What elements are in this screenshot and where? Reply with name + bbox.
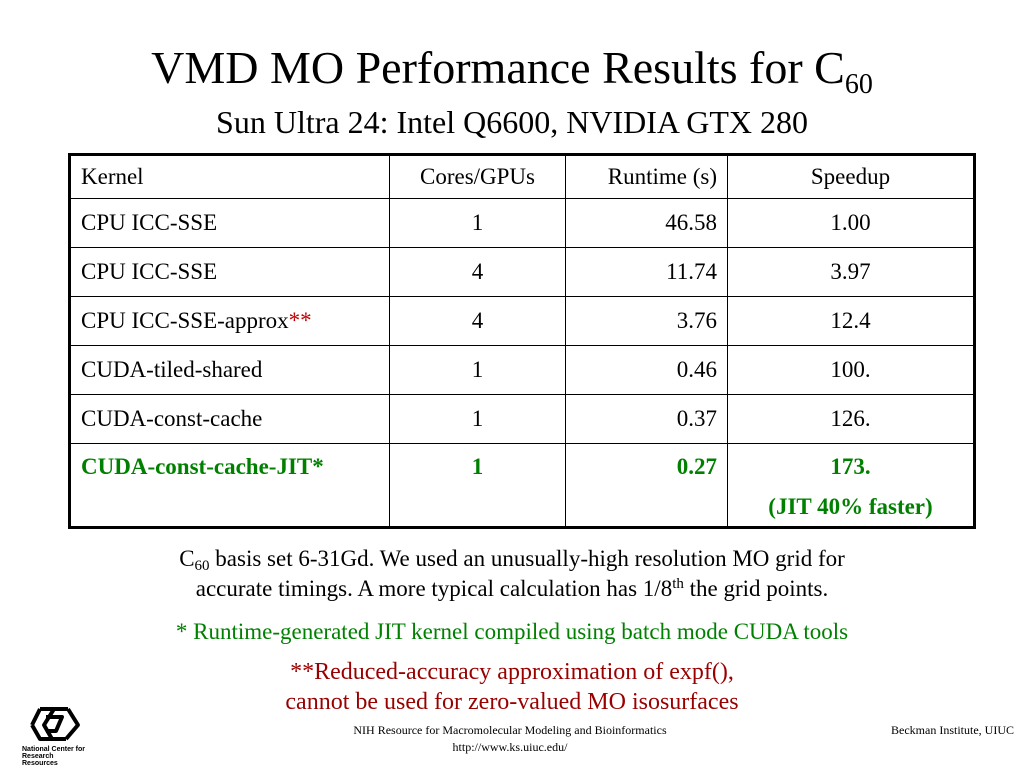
cores-cell: 4 — [389, 247, 566, 297]
approx-note: **Reduced-accuracy approximation of expf… — [0, 657, 1024, 717]
table-row: CUDA-tiled-shared 1 0.46 100. — [69, 345, 975, 395]
approx-mark: ** — [288, 308, 312, 333]
table-header-row: Kernel Cores/GPUs Runtime (s) Speedup — [69, 154, 975, 199]
ncrr-logo-text: National Center for Research Resources — [22, 746, 86, 767]
basis-line1-text: basis set 6-31Gd. We used an unusually-h… — [209, 546, 845, 571]
speedup-value: 173. — [830, 454, 871, 479]
speedup-cell: 1.00 — [727, 198, 975, 248]
performance-table: Kernel Cores/GPUs Runtime (s) Speedup CP… — [68, 153, 976, 529]
jit-note: * Runtime-generated JIT kernel compiled … — [175, 619, 849, 644]
cores-cell: 1 — [389, 443, 566, 528]
basis-superscript: th — [672, 576, 684, 592]
table-row-highlight: CUDA-const-cache-JIT* 1 0.27 173. (JIT 40… — [69, 443, 975, 528]
footer-institute: Beckman Institute, UIUC — [891, 723, 1014, 737]
basis-note-line2: accurate timings. A more typical calcula… — [0, 574, 1024, 604]
kernel-cell: CUDA-tiled-shared — [69, 345, 390, 395]
kernel-cell: CPU ICC-SSE — [69, 247, 390, 297]
header-speedup: Speedup — [727, 154, 975, 199]
approx-note-line1: **Reduced-accuracy approximation of expf… — [290, 659, 734, 685]
runtime-cell: 46.58 — [565, 198, 728, 248]
footer-url[interactable]: http://www.ks.uiuc.edu/ — [452, 740, 568, 754]
header-cores-gpus: Cores/GPUs — [389, 154, 566, 199]
basis-note-line1: C60 basis set 6-31Gd. We used an unusual… — [0, 544, 1024, 574]
logo-text-line2: Research Resources — [22, 753, 58, 767]
header-runtime: Runtime (s) — [565, 154, 728, 199]
slide-subtitle: Sun Ultra 24: Intel Q6600, NVIDIA GTX 28… — [216, 104, 808, 140]
slide-title: VMD MO Performance Results for C60 — [0, 40, 1024, 99]
header-kernel: Kernel — [69, 154, 390, 199]
cores-cell: 1 — [389, 198, 566, 248]
kernel-name: CUDA-const-cache — [81, 406, 263, 431]
speedup-cell: 100. — [727, 345, 975, 395]
ncrr-logo-icon — [30, 707, 80, 741]
speedup-cell: 12.4 — [727, 296, 975, 346]
kernel-cell: CUDA-const-cache-JIT* — [69, 443, 390, 528]
slide-title-text: VMD MO Performance Results for C — [151, 42, 845, 93]
footer-resource-name: NIH Resource for Macromolecular Modeling… — [353, 723, 667, 737]
approx-note-line2: cannot be used for zero-valued MO isosur… — [285, 689, 739, 715]
kernel-name: CUDA-tiled-shared — [81, 357, 263, 382]
speedup-cell: 3.97 — [727, 247, 975, 297]
runtime-cell: 11.74 — [565, 247, 728, 297]
kernel-name: CPU ICC-SSE-approx — [81, 308, 289, 333]
runtime-cell: 3.76 — [565, 296, 728, 346]
runtime-cell: 0.27 — [565, 443, 728, 528]
kernel-name: CUDA-const-cache-JIT* — [81, 454, 324, 479]
kernel-name: CPU ICC-SSE — [81, 259, 218, 284]
logo-text-line1: National Center for — [22, 746, 86, 753]
cores-cell: 4 — [389, 296, 566, 346]
kernel-cell: CPU ICC-SSE-approx** — [69, 296, 390, 346]
cores-cell: 1 — [389, 394, 566, 444]
runtime-cell: 0.46 — [565, 345, 728, 395]
footer-center: NIH Resource for Macromolecular Modeling… — [260, 722, 760, 756]
cores-cell: 1 — [389, 345, 566, 395]
jit-speed-note: (JIT 40% faster) — [768, 494, 933, 519]
table-row: CPU ICC-SSE 4 11.74 3.97 — [69, 247, 975, 297]
basis-line2a-text: accurate timings. A more typical calcula… — [195, 576, 673, 601]
table-row: CUDA-const-cache 1 0.37 126. — [69, 394, 975, 444]
basis-c: C — [179, 546, 195, 571]
basis-set-note: C60 basis set 6-31Gd. We used an unusual… — [0, 544, 1024, 604]
basis-line2b-text: the grid points. — [683, 576, 829, 601]
kernel-cell: CPU ICC-SSE — [69, 198, 390, 248]
speedup-cell: 173. (JIT 40% faster) — [727, 443, 975, 528]
ncrr-logo: National Center for Research Resources — [22, 703, 86, 767]
table-row: CPU ICC-SSE 1 46.58 1.00 — [69, 198, 975, 248]
runtime-cell: 0.37 — [565, 394, 728, 444]
kernel-cell: CUDA-const-cache — [69, 394, 390, 444]
table-row: CPU ICC-SSE-approx** 4 3.76 12.4 — [69, 296, 975, 346]
slide-title-subscript: 60 — [844, 69, 873, 100]
speedup-cell: 126. — [727, 394, 975, 444]
kernel-name: CPU ICC-SSE — [81, 210, 218, 235]
basis-subscript: 60 — [194, 558, 210, 574]
